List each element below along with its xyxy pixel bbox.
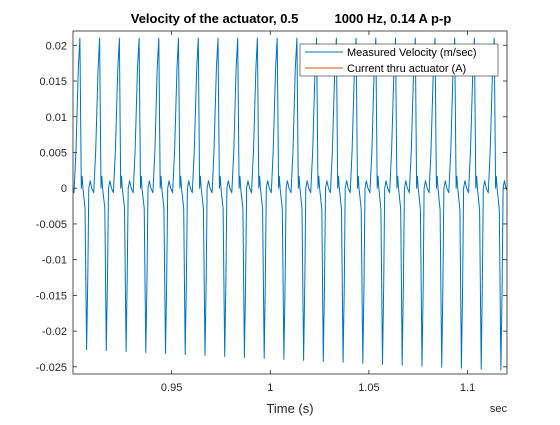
- legend-box: [299, 43, 499, 77]
- x-tick-label: 0.95: [161, 382, 182, 394]
- x-tick-label: 1.05: [358, 382, 379, 394]
- y-tick-label: 0.005: [39, 147, 67, 159]
- legend: Measured Velocity (m/sec) Current thru a…: [299, 43, 499, 77]
- y-axis-ticks: 0.02 0.015 0.01 0.005 0 -0.005 -0.01 -0.015 -0.0…: [36, 40, 507, 374]
- y-tick-label: -0.01: [42, 255, 67, 267]
- y-tick-label: 0.02: [46, 40, 67, 52]
- x-axis-label: Time (s): [266, 401, 313, 416]
- x-tick-label: 1.1: [460, 382, 475, 394]
- y-tick-label: 0: [61, 183, 67, 195]
- y-tick-label: -0.015: [36, 290, 67, 302]
- y-tick-label: 0.01: [46, 112, 67, 124]
- y-tick-label: -0.025: [36, 362, 67, 374]
- legend-label-measured-velocity: Measured Velocity (m/sec): [347, 47, 477, 59]
- x-axis-ticks: 0.95 1 1.05 1.1: [161, 31, 475, 394]
- x-tick-label: 1: [267, 382, 273, 394]
- series-measured-velocity-line: [73, 37, 507, 371]
- y-tick-label: 0.015: [39, 76, 67, 88]
- chart-title: Velocity of the actuator, 0.5 1000 Hz, 0…: [131, 11, 452, 26]
- axes-box: [72, 30, 508, 375]
- series-group: [73, 37, 507, 371]
- y-tick-label: -0.02: [42, 326, 67, 338]
- x-axis-unit-label: sec: [490, 403, 508, 415]
- legend-label-current: Current thru actuator (A): [347, 63, 466, 75]
- y-tick-label: -0.005: [36, 219, 67, 231]
